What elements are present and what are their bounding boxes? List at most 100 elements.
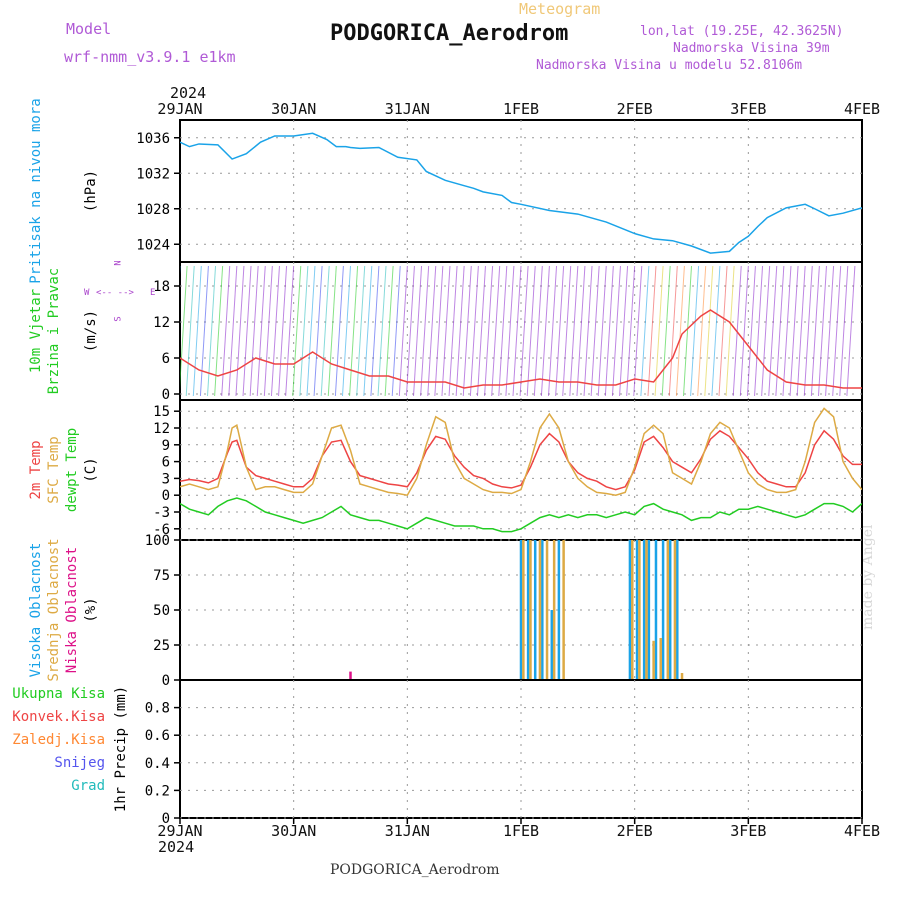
x-tick-label-bottom: 2FEB (617, 822, 653, 840)
wind-barb (810, 265, 820, 397)
y-tick-label: 12 (153, 315, 170, 331)
wind-barb (242, 265, 252, 397)
x-tick-label-bottom: 3FEB (730, 822, 766, 840)
wind-barb (583, 265, 593, 397)
wind-barb (327, 265, 337, 397)
panel-title-cloud: Srednja Oblacnost (46, 538, 62, 681)
wind-barb (846, 265, 856, 397)
wind-barb (569, 265, 579, 397)
wind-barb (249, 265, 259, 397)
wind-barb (533, 265, 543, 397)
wind-barb (633, 265, 643, 397)
wind-barb (690, 265, 700, 397)
precip-legend-label: Ukupna Kisa (12, 686, 105, 702)
wind-barb (292, 265, 302, 397)
wind-barb (356, 265, 366, 397)
wind-barb (697, 265, 707, 397)
wind-barb (668, 265, 678, 397)
wind-barb (405, 265, 415, 397)
wind-barb (180, 265, 188, 390)
wind-barb (455, 265, 465, 397)
x-tick-label-top: 1FEB (503, 100, 539, 118)
wind-barb (711, 265, 721, 397)
wind-barb (278, 265, 288, 397)
precip-legend-label: Zaledj.Kisa (12, 732, 105, 748)
model-name: wrf-nmm_v3.9.1 e1km (64, 48, 236, 66)
wind-barb (839, 265, 849, 397)
x-tick-label-bottom: 31JAN (385, 822, 430, 840)
wind-barb (576, 265, 586, 397)
panel-title-cloud: Niska Oblacnost (64, 547, 80, 673)
wind-barb (626, 265, 636, 397)
x-tick-label-top: 30JAN (271, 100, 316, 118)
wind-barb (604, 265, 614, 397)
wind-barb (611, 265, 621, 397)
y-tick-label: 6 (162, 351, 170, 367)
wind-barb (434, 265, 444, 397)
wind-barb (562, 265, 572, 397)
wind-barb (832, 265, 842, 397)
wind-barb (214, 265, 224, 397)
y-tick-label: -6 (153, 522, 170, 538)
wind-barb (256, 265, 266, 397)
wind-barb (441, 265, 451, 397)
wind-barb (704, 265, 714, 397)
precip-legend-label: Snijeg (54, 755, 105, 771)
wind-barb (448, 265, 458, 397)
y-tick-label: 0.8 (145, 701, 170, 717)
x-tick-label-top: 2FEB (617, 100, 653, 118)
series-line-2m-temp (180, 429, 862, 491)
y-tick-label: 25 (153, 638, 170, 654)
wind-barb (313, 265, 323, 397)
wind-barb (427, 265, 437, 397)
y-tick-label: 0.4 (145, 756, 170, 772)
y-tick-label: 3 (162, 471, 170, 487)
y-tick-label: 9 (162, 438, 170, 454)
wind-barb (555, 265, 565, 397)
y-tick-label: 0 (162, 387, 170, 403)
wind-barb (619, 265, 629, 397)
wind-barb (491, 265, 501, 397)
wind-barb (739, 265, 749, 397)
wind-barb (640, 265, 650, 397)
y-tick-label: 15 (153, 404, 170, 420)
wind-barb (825, 265, 835, 397)
wind-barb (718, 265, 728, 397)
y-tick-label: 75 (153, 568, 170, 584)
y-tick-label: 1036 (136, 131, 170, 147)
wind-barb (398, 265, 408, 397)
wind-barb (754, 265, 764, 397)
panel-frame-precip (179, 679, 863, 819)
footer-station: PODGORICA_Aerodrom (330, 862, 500, 878)
wind-barb (746, 265, 756, 397)
wind-barb (817, 265, 827, 397)
wind-barb (484, 265, 494, 397)
year-label-bottom: 2024 (158, 838, 195, 856)
y-tick-label: 0 (162, 488, 170, 504)
wind-barb (469, 265, 479, 397)
wind-barb (384, 265, 394, 397)
model-label: Model (66, 20, 112, 38)
wind-barb (391, 265, 401, 397)
y-tick-label: 12 (153, 421, 170, 437)
precip-legend-label: Grad (71, 778, 105, 794)
wind-barb (476, 265, 486, 397)
wind-barb (413, 265, 423, 397)
unit-label-precip: 1hr Precip (mm) (113, 686, 129, 812)
wind-barb (512, 265, 522, 397)
x-tick-label-top: 4FEB (844, 100, 880, 118)
elevation-info: Nadmorska Visina 39m (673, 41, 830, 56)
x-tick-label-bottom: 1FEB (503, 822, 539, 840)
wind-barb (768, 265, 778, 397)
panel-title-wind: Brzina i Pravac (46, 268, 62, 394)
series-line-pressure (180, 132, 862, 254)
panel-title-temperature: 2m Temp (28, 440, 44, 499)
panel-title-cloud: Visoka Oblacnost (28, 543, 44, 678)
model-elevation-info: Nadmorska Visina u modelu 52.8106m (536, 58, 803, 73)
wind-barb (519, 265, 529, 397)
lonlat-info: lon,lat (19.25E, 42.3625N) (640, 24, 844, 39)
wind-barb (235, 265, 245, 397)
y-tick-label: 6 (162, 455, 170, 471)
y-tick-label: 50 (153, 603, 170, 619)
